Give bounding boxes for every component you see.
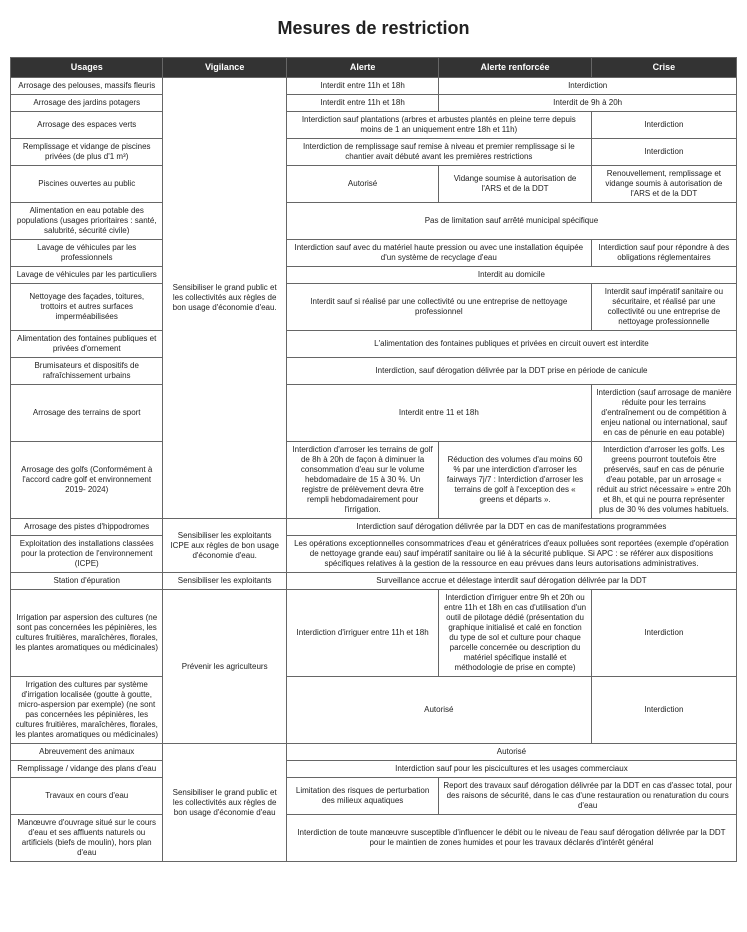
- table-row: Irrigation des cultures par système d'ir…: [11, 677, 737, 744]
- cell-usage: Manœuvre d'ouvrage situé sur le cours d'…: [11, 815, 163, 862]
- cell-alerte: Autorisé: [286, 166, 438, 203]
- table-row: Irrigation par aspersion des cultures (n…: [11, 590, 737, 677]
- th-crise: Crise: [591, 58, 736, 78]
- cell-renf-crise: Report des travaux sauf dérogation déliv…: [439, 778, 737, 815]
- cell-alerte: Interdiction d'arroser les terrains de g…: [286, 442, 438, 519]
- cell-vigilance: Prévenir les agriculteurs: [163, 590, 286, 744]
- cell-alerte-renf: Interdiction de remplissage sauf remise …: [286, 139, 591, 166]
- cell-vigilance: Sensibiliser les exploitants ICPE aux rè…: [163, 519, 286, 573]
- th-alerte: Alerte: [286, 58, 438, 78]
- table-row: Travaux en cours d'eau Limitation des ri…: [11, 778, 737, 815]
- table-row: Alimentation des fontaines publiques et …: [11, 331, 737, 358]
- table-row: Arrosage des pistes d'hippodromes Sensib…: [11, 519, 737, 536]
- cell-usage: Arrosage des pelouses, massifs fleuris: [11, 78, 163, 95]
- cell-usage: Alimentation en eau potable des populati…: [11, 203, 163, 240]
- cell-usage: Arrosage des espaces verts: [11, 112, 163, 139]
- cell-renf-crise: Interdiction: [439, 78, 737, 95]
- table-row: Abreuvement des animaux Sensibiliser le …: [11, 744, 737, 761]
- table-row: Alimentation en eau potable des populati…: [11, 203, 737, 240]
- cell-crise: Interdit sauf impératif sanitaire ou séc…: [591, 284, 736, 331]
- cell-alerte-renf: Interdiction sauf plantations (arbres et…: [286, 112, 591, 139]
- cell-vigilance: Sensibiliser le grand public et les coll…: [163, 744, 286, 862]
- cell-alerte-renf: Interdit sauf si réalisé par une collect…: [286, 284, 591, 331]
- cell-crise: Interdiction sauf pour répondre à des ob…: [591, 240, 736, 267]
- cell-usage: Brumisateurs et dispositifs de rafraîchi…: [11, 358, 163, 385]
- table-row: Station d'épuration Sensibiliser les exp…: [11, 573, 737, 590]
- cell-usage: Remplissage et vidange de piscines privé…: [11, 139, 163, 166]
- cell-alerte-renf: Interdit entre 11 et 18h: [286, 385, 591, 442]
- cell-all: Les opérations exceptionnelles consommat…: [286, 536, 736, 573]
- table-row: Arrosage des pelouses, massifs fleuris S…: [11, 78, 737, 95]
- cell-vigilance: Sensibiliser le grand public et les coll…: [163, 78, 286, 519]
- cell-all: Interdiction de toute manœuvre susceptib…: [286, 815, 736, 862]
- table-row: Arrosage des espaces verts Interdiction …: [11, 112, 737, 139]
- table-row: Manœuvre d'ouvrage situé sur le cours d'…: [11, 815, 737, 862]
- table-row: Lavage de véhicules par les particuliers…: [11, 267, 737, 284]
- cell-all: Interdiction sauf pour les piscicultures…: [286, 761, 736, 778]
- cell-crise: Interdiction: [591, 139, 736, 166]
- table-row: Lavage de véhicules par les professionne…: [11, 240, 737, 267]
- cell-vigilance: Sensibiliser les exploitants: [163, 573, 286, 590]
- cell-all: Autorisé: [286, 744, 736, 761]
- table-row: Arrosage des golfs (Conformément à l'acc…: [11, 442, 737, 519]
- cell-usage: Remplissage / vidange des plans d'eau: [11, 761, 163, 778]
- cell-alerte: Limitation des risques de perturbation d…: [286, 778, 438, 815]
- table-row: Piscines ouvertes au public Autorisé Vid…: [11, 166, 737, 203]
- cell-usage: Arrosage des jardins potagers: [11, 95, 163, 112]
- page-title: Mesures de restriction: [10, 18, 737, 39]
- th-vigilance: Vigilance: [163, 58, 286, 78]
- table-row: Arrosage des jardins potagers Interdit e…: [11, 95, 737, 112]
- cell-usage: Nettoyage des façades, toitures, trottoi…: [11, 284, 163, 331]
- cell-renf: Vidange soumise à autorisation de l'ARS …: [439, 166, 591, 203]
- cell-crise: Interdiction: [591, 590, 736, 677]
- restrictions-table: Usages Vigilance Alerte Alerte renforcée…: [10, 57, 737, 862]
- cell-usage: Abreuvement des animaux: [11, 744, 163, 761]
- cell-renf: Réduction des volumes d'au moins 60 % pa…: [439, 442, 591, 519]
- cell-alerte: Interdit entre 11h et 18h: [286, 95, 438, 112]
- cell-alerte-renf: Autorisé: [286, 677, 591, 744]
- cell-usage: Exploitation des installations classées …: [11, 536, 163, 573]
- th-usages: Usages: [11, 58, 163, 78]
- cell-usage: Station d'épuration: [11, 573, 163, 590]
- cell-crise: Interdiction d'arroser les golfs. Les gr…: [591, 442, 736, 519]
- cell-crise: Interdiction (sauf arrosage de manière r…: [591, 385, 736, 442]
- cell-usage: Arrosage des pistes d'hippodromes: [11, 519, 163, 536]
- cell-all: Surveillance accrue et délestage interdi…: [286, 573, 736, 590]
- cell-usage: Lavage de véhicules par les professionne…: [11, 240, 163, 267]
- th-renforcee: Alerte renforcée: [439, 58, 591, 78]
- table-row: Remplissage et vidange de piscines privé…: [11, 139, 737, 166]
- cell-usage: Arrosage des golfs (Conformément à l'acc…: [11, 442, 163, 519]
- table-row: Nettoyage des façades, toitures, trottoi…: [11, 284, 737, 331]
- cell-usage: Irrigation des cultures par système d'ir…: [11, 677, 163, 744]
- cell-crise: Interdiction: [591, 677, 736, 744]
- cell-all: Pas de limitation sauf arrêté municipal …: [286, 203, 736, 240]
- cell-usage: Lavage de véhicules par les particuliers: [11, 267, 163, 284]
- table-row: Exploitation des installations classées …: [11, 536, 737, 573]
- table-row: Arrosage des terrains de sport Interdit …: [11, 385, 737, 442]
- cell-crise: Interdiction: [591, 112, 736, 139]
- cell-renf: Interdiction d'irriguer entre 9h et 20h …: [439, 590, 591, 677]
- cell-crise: Renouvellement, remplissage et vidange s…: [591, 166, 736, 203]
- cell-alerte-renf: Interdiction sauf avec du matériel haute…: [286, 240, 591, 267]
- cell-alerte: Interdit entre 11h et 18h: [286, 78, 438, 95]
- cell-usage: Alimentation des fontaines publiques et …: [11, 331, 163, 358]
- cell-usage: Travaux en cours d'eau: [11, 778, 163, 815]
- cell-usage: Piscines ouvertes au public: [11, 166, 163, 203]
- table-row: Brumisateurs et dispositifs de rafraîchi…: [11, 358, 737, 385]
- cell-all: L'alimentation des fontaines publiques e…: [286, 331, 736, 358]
- cell-usage: Irrigation par aspersion des cultures (n…: [11, 590, 163, 677]
- cell-all: Interdit au domicile: [286, 267, 736, 284]
- table-row: Remplissage / vidange des plans d'eau In…: [11, 761, 737, 778]
- cell-all: Interdiction sauf dérogation délivrée pa…: [286, 519, 736, 536]
- cell-renf-crise: Interdit de 9h à 20h: [439, 95, 737, 112]
- cell-alerte: Interdiction d'irriguer entre 11h et 18h: [286, 590, 438, 677]
- table-header-row: Usages Vigilance Alerte Alerte renforcée…: [11, 58, 737, 78]
- cell-usage: Arrosage des terrains de sport: [11, 385, 163, 442]
- cell-all: Interdiction, sauf dérogation délivrée p…: [286, 358, 736, 385]
